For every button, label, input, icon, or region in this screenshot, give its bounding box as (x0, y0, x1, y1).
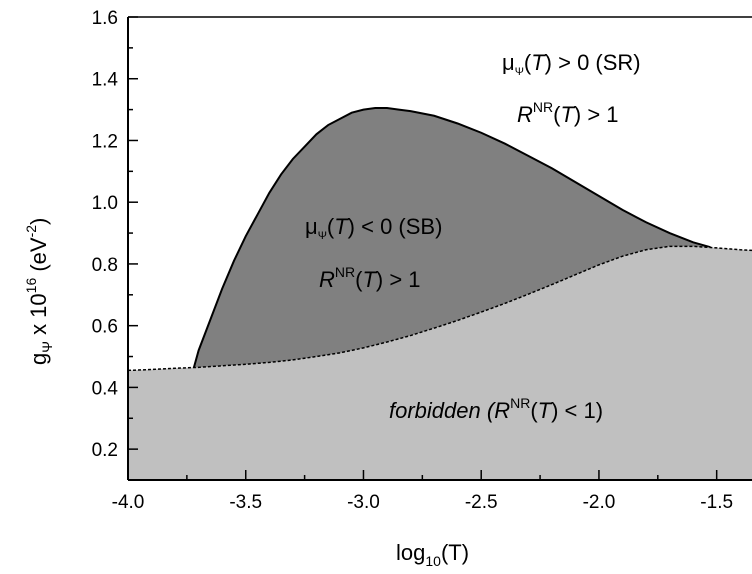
y-tick-label: 1.2 (92, 131, 118, 152)
y-tick-label: 0.4 (92, 378, 119, 399)
annotation-forbidden: forbidden (RNR(T) < 1) (389, 395, 603, 423)
x-tick-label: -4.0 (112, 492, 145, 513)
y-tick-label: 1.0 (92, 193, 118, 214)
x-tick-label: -3.0 (347, 492, 380, 513)
x-tick-label: -2.5 (465, 492, 498, 513)
y-tick-label: 0.6 (92, 317, 118, 338)
y-tick-label: 1.6 (92, 8, 118, 29)
forbidden-boundary (128, 245, 752, 372)
regions (128, 107, 752, 480)
x-tick-label: -2.0 (583, 492, 616, 513)
y-ticks: 0.2 0.4 0.6 0.8 1.0 1.2 1.4 1.6 (92, 8, 138, 481)
x-ticks: -4.0 -3.5 -3.0 -2.5 -2.0 -1.5 (112, 470, 733, 513)
y-tick-label: 0.8 (92, 255, 118, 276)
region-forbidden (128, 246, 752, 480)
x-tick-label: -1.5 (700, 492, 733, 513)
annotation-sr-line1: μΨ(T) > 0 (SR) (502, 50, 641, 78)
x-tick-label: -3.5 (229, 492, 262, 513)
y-tick-label: 0.2 (92, 440, 118, 461)
y-axis-title: gΨ x 1016 (eV-2) (23, 218, 55, 365)
annotation-sb-line2: RNR(T) > 1 (319, 264, 421, 292)
y-tick-label: 1.4 (92, 70, 119, 91)
annotation-sb-line1: μΨ(T) < 0 (SB) (305, 214, 442, 242)
annotation-sr-line2: RNR(T) > 1 (517, 99, 619, 127)
x-axis-title: log10(T) (396, 540, 469, 569)
